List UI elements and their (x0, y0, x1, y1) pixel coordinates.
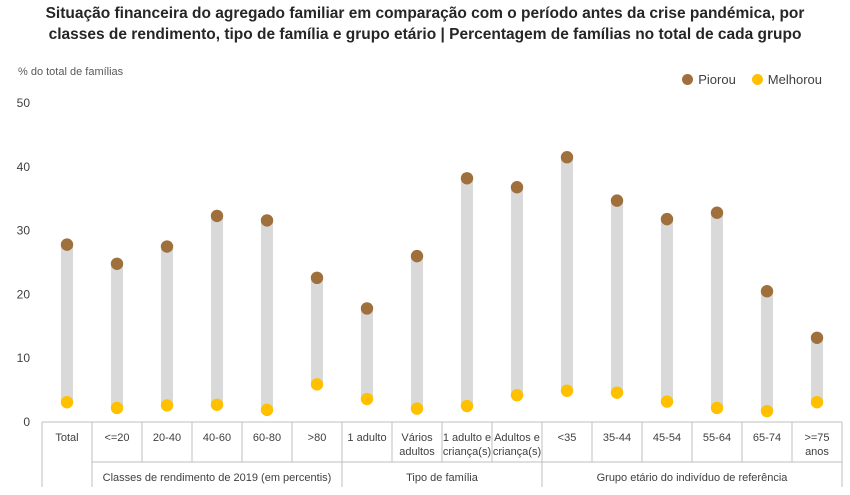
legend-marker-melhorou (751, 74, 763, 85)
y-tick-label-10: 10 (17, 351, 31, 365)
point-piorou-11 (610, 194, 624, 207)
range-bar-2 (161, 246, 173, 406)
point-piorou-15 (810, 331, 824, 344)
y-tick-label-40: 40 (17, 160, 31, 174)
x-tick-label-3: 40-60 (203, 432, 231, 444)
point-piorou-14 (760, 285, 774, 298)
range-bar-5 (311, 277, 323, 385)
x-tick-label-1: <=20 (104, 432, 129, 444)
x-tick-label-4: 60-80 (253, 432, 281, 444)
legend-item-piorou: Piorou (682, 72, 736, 87)
point-melhorou-8 (460, 399, 474, 413)
point-piorou-3 (210, 209, 224, 223)
range-bar-13 (711, 212, 723, 408)
x-tick-label-12: 45-54 (653, 432, 681, 444)
range-bar-14 (761, 291, 773, 412)
range-bar-8 (461, 178, 473, 407)
y-tick-label-30: 30 (17, 224, 31, 238)
point-melhorou-11 (610, 386, 624, 399)
range-bar-3 (211, 215, 223, 405)
range-bar-12 (661, 219, 673, 402)
y-axis-label: % do total de famílias (18, 66, 124, 78)
point-melhorou-6 (360, 392, 374, 406)
legend: Piorou Melhorou (682, 72, 822, 87)
x-tick-label-15: >=75 (804, 432, 829, 444)
x-tick-label-14: 65-74 (753, 432, 781, 444)
legend-item-melhorou: Melhorou (751, 72, 822, 87)
x-tick-label-9: Adultos e (494, 432, 540, 444)
x-tick-label-6: 1 adulto (347, 432, 386, 444)
group-label-3: Grupo etário do indivíduo de referência (597, 472, 789, 484)
legend-label-melhorou: Melhorou (767, 72, 822, 87)
x-tick-label-7: Vários (401, 432, 433, 444)
chart-title: Situação financeira do agregado familiar… (0, 3, 850, 45)
point-piorou-2 (160, 240, 174, 253)
point-melhorou-0 (60, 396, 74, 409)
x-tick-label-13: 55-64 (703, 432, 731, 444)
x-tick-label-9-line-1: criança(s) (493, 446, 541, 458)
legend-marker-piorou (682, 74, 694, 85)
point-melhorou-1 (110, 401, 124, 415)
x-tick-label-5: >80 (308, 432, 327, 444)
x-tick-label-8-line-1: criança(s) (443, 446, 491, 458)
point-piorou-12 (660, 212, 674, 226)
point-melhorou-5 (310, 378, 324, 391)
range-bar-11 (611, 200, 623, 393)
group-label-1: Classes de rendimento de 2019 (em percen… (103, 472, 332, 484)
point-melhorou-15 (810, 396, 824, 409)
point-piorou-10 (560, 151, 574, 164)
point-piorou-9 (510, 181, 524, 194)
x-tick-label-7-line-1: adultos (399, 446, 435, 458)
range-bar-7 (411, 256, 423, 409)
point-piorou-7 (410, 249, 424, 263)
x-tick-label-11: 35-44 (603, 432, 631, 444)
x-tick-label-8: 1 adulto e (443, 432, 491, 444)
point-piorou-6 (360, 302, 374, 315)
point-piorou-5 (310, 271, 324, 285)
range-bar-4 (261, 220, 273, 410)
point-piorou-4 (260, 214, 274, 227)
legend-label-piorou: Piorou (698, 72, 736, 87)
point-melhorou-12 (660, 395, 674, 408)
y-tick-label-20: 20 (17, 287, 31, 301)
chart-title-line-1: Situação financeira do agregado familiar… (45, 5, 805, 22)
point-piorou-13 (710, 206, 724, 219)
x-tick-label-15-line-1: anos (805, 446, 829, 458)
point-melhorou-9 (510, 389, 524, 402)
x-tick-label-0: Total (55, 432, 78, 444)
point-melhorou-4 (260, 403, 274, 417)
range-bar-10 (561, 157, 573, 391)
x-tick-label-10: <35 (558, 432, 577, 444)
x-tick-label-2: 20-40 (153, 432, 181, 444)
point-melhorou-10 (560, 384, 574, 397)
range-bar-15 (811, 337, 823, 403)
point-melhorou-3 (210, 398, 224, 411)
range-bar-0 (61, 244, 73, 403)
point-piorou-0 (60, 238, 74, 251)
point-melhorou-7 (410, 402, 424, 415)
range-bar-9 (511, 187, 523, 396)
point-piorou-8 (460, 172, 474, 185)
point-piorou-1 (110, 257, 124, 270)
range-bar-6 (361, 308, 373, 400)
point-melhorou-14 (760, 404, 774, 418)
y-tick-label-0: 0 (23, 415, 30, 429)
group-label-2: Tipo de família (406, 472, 479, 484)
chart-title-line-2: classes de rendimento, tipo de família e… (48, 26, 802, 43)
y-tick-label-50: 50 (17, 96, 31, 110)
point-melhorou-13 (710, 401, 724, 415)
range-bar-1 (111, 263, 123, 408)
point-melhorou-2 (160, 399, 174, 412)
